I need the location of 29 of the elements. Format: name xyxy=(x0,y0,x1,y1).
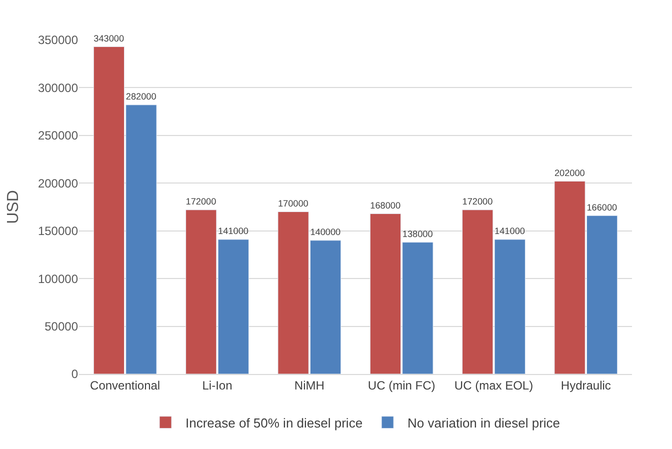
y-tick-label: 200000 xyxy=(38,176,78,190)
y-tick-label: 150000 xyxy=(38,224,78,238)
x-tick-label: UC (min FC) xyxy=(368,378,436,392)
legend-label: No variation in diesel price xyxy=(408,415,560,430)
x-tick-label: Li-Ion xyxy=(202,378,232,392)
data-label: 140000 xyxy=(310,227,341,238)
y-tick-label: 350000 xyxy=(38,33,78,48)
x-tick-label: Hydraulic xyxy=(560,378,611,392)
data-label: 141000 xyxy=(494,226,525,236)
y-tick-label: 0 xyxy=(71,367,78,382)
y-tick-label: 100000 xyxy=(38,272,78,286)
data-label: 282000 xyxy=(126,92,156,102)
data-label: 141000 xyxy=(218,226,248,236)
data-label: 168000 xyxy=(370,200,401,210)
x-tick-label: NiMH xyxy=(294,378,324,392)
data-label: 166000 xyxy=(586,202,618,212)
y-tick-label: 250000 xyxy=(38,128,78,143)
data-label: 172000 xyxy=(186,196,216,207)
data-label: 202000 xyxy=(554,168,585,178)
data-label: 138000 xyxy=(402,229,433,240)
data-label: 172000 xyxy=(462,196,493,207)
y-tick-label: 50000 xyxy=(44,319,78,334)
legend-label: Increase of 50% in diesel price xyxy=(186,415,363,430)
y-tick-label: 300000 xyxy=(38,80,78,95)
x-tick-label: UC (max EOL) xyxy=(454,378,534,392)
data-label: 170000 xyxy=(278,198,308,208)
y-axis-title: USD xyxy=(4,190,22,224)
data-label: 343000 xyxy=(94,33,124,44)
x-tick-label: Conventional xyxy=(90,378,160,392)
